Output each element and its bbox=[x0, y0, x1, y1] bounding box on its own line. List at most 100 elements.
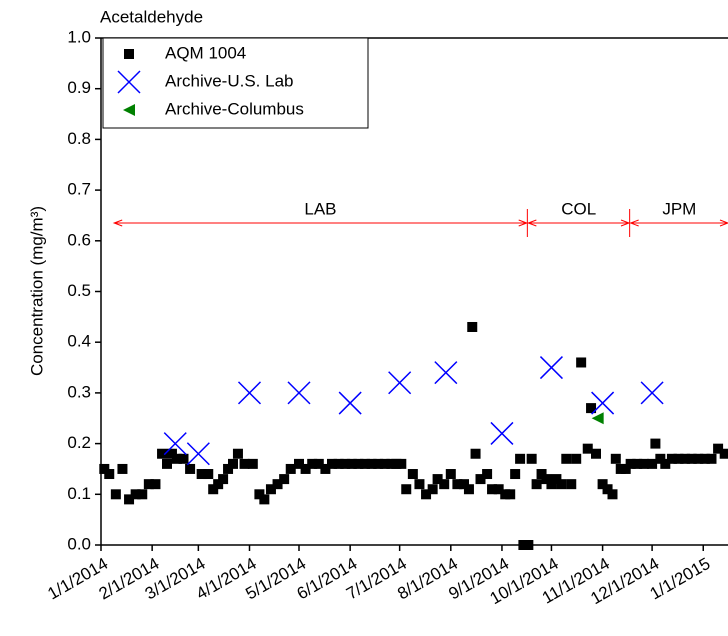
data-point bbox=[591, 448, 601, 459]
data-point bbox=[185, 463, 196, 474]
data-point bbox=[259, 494, 270, 505]
arrow-head bbox=[629, 219, 639, 227]
data-point bbox=[607, 489, 618, 500]
data-point bbox=[719, 448, 728, 459]
data-point bbox=[640, 381, 664, 405]
arrow-head bbox=[112, 219, 123, 227]
data-point bbox=[124, 494, 135, 505]
legend-label: Archive-Columbus bbox=[165, 99, 304, 118]
data-point bbox=[254, 489, 265, 500]
y-tick-label: 0.7 bbox=[67, 180, 91, 199]
arrow-head bbox=[620, 219, 631, 227]
chart-title: Acetaldehyde bbox=[100, 7, 203, 26]
data-point bbox=[432, 474, 443, 485]
data-point bbox=[186, 442, 210, 466]
data-point bbox=[591, 412, 604, 425]
data-point bbox=[196, 469, 207, 480]
period-label: JPM bbox=[662, 199, 696, 218]
data-point bbox=[307, 458, 318, 469]
legend-marker bbox=[117, 70, 141, 94]
data-point bbox=[300, 463, 311, 474]
data-point bbox=[445, 469, 456, 480]
data-point bbox=[208, 484, 219, 495]
data-point bbox=[163, 432, 187, 456]
data-point bbox=[551, 474, 562, 485]
data-point bbox=[523, 540, 534, 550]
data-point bbox=[218, 474, 229, 485]
y-tick-label: 0.4 bbox=[67, 332, 91, 351]
period-label: LAB bbox=[304, 199, 336, 218]
data-point bbox=[353, 458, 364, 469]
data-point bbox=[396, 458, 407, 469]
data-point bbox=[338, 391, 362, 415]
data-point bbox=[360, 458, 370, 469]
data-point bbox=[110, 489, 121, 500]
data-point bbox=[171, 453, 182, 464]
data-point bbox=[515, 453, 526, 464]
data-point bbox=[556, 479, 567, 490]
legend: AQM 1004 Archive-U.S. Lab Archive-Columbus bbox=[102, 37, 369, 129]
data-point bbox=[571, 453, 582, 464]
data-point bbox=[510, 469, 521, 480]
data-point bbox=[104, 469, 115, 480]
data-point bbox=[373, 458, 384, 469]
data-point bbox=[320, 463, 331, 474]
data-point bbox=[166, 448, 177, 459]
data-point bbox=[610, 453, 621, 464]
data-point bbox=[228, 458, 238, 469]
data-point bbox=[213, 479, 224, 490]
data-point bbox=[475, 474, 486, 485]
data-point bbox=[531, 479, 542, 490]
y-tick-label: 0.1 bbox=[67, 484, 91, 503]
data-point bbox=[490, 421, 514, 445]
data-point bbox=[680, 453, 691, 464]
data-point bbox=[539, 356, 563, 380]
data-point bbox=[493, 484, 504, 495]
y-tick-label: 0.5 bbox=[67, 281, 91, 300]
data-point bbox=[434, 361, 458, 385]
data-point bbox=[673, 453, 684, 464]
data-point bbox=[99, 463, 110, 474]
data-point bbox=[414, 479, 425, 490]
arrow-head bbox=[518, 219, 529, 227]
y-tick-label: 0.6 bbox=[67, 230, 91, 249]
period-label: COL bbox=[561, 199, 596, 218]
data-point bbox=[346, 458, 357, 469]
legend-box bbox=[102, 37, 369, 129]
data-point bbox=[407, 469, 418, 480]
data-point bbox=[650, 438, 661, 449]
data-point bbox=[279, 474, 290, 485]
y-tick-label: 0.0 bbox=[67, 534, 91, 553]
data-point bbox=[452, 479, 463, 490]
data-point bbox=[660, 458, 671, 469]
data-point bbox=[666, 453, 677, 464]
data-point bbox=[467, 321, 478, 332]
data-point bbox=[239, 458, 250, 469]
data-point bbox=[379, 458, 390, 469]
data-point bbox=[157, 448, 168, 459]
data-point bbox=[421, 489, 432, 500]
data-point bbox=[117, 463, 128, 474]
data-point bbox=[366, 458, 377, 469]
data-point bbox=[470, 448, 481, 459]
y-axis-label: Concentration (mg/m³) bbox=[27, 206, 46, 376]
data-point bbox=[143, 479, 154, 490]
data-point bbox=[388, 371, 412, 395]
data-point bbox=[582, 443, 593, 454]
data-point bbox=[203, 469, 214, 480]
data-point bbox=[620, 463, 631, 474]
data-point bbox=[638, 458, 649, 469]
data-point bbox=[482, 469, 493, 480]
data-point bbox=[505, 489, 516, 500]
data-point bbox=[602, 484, 613, 495]
data-point bbox=[223, 463, 234, 474]
data-point bbox=[625, 458, 636, 469]
y-tick-label: 0.8 bbox=[67, 129, 91, 148]
data-point bbox=[546, 479, 557, 490]
data-point bbox=[130, 489, 141, 500]
data-point bbox=[178, 453, 189, 464]
data-point bbox=[327, 458, 337, 469]
data-point bbox=[439, 479, 450, 490]
data-point bbox=[713, 443, 724, 454]
data-point bbox=[427, 484, 438, 495]
